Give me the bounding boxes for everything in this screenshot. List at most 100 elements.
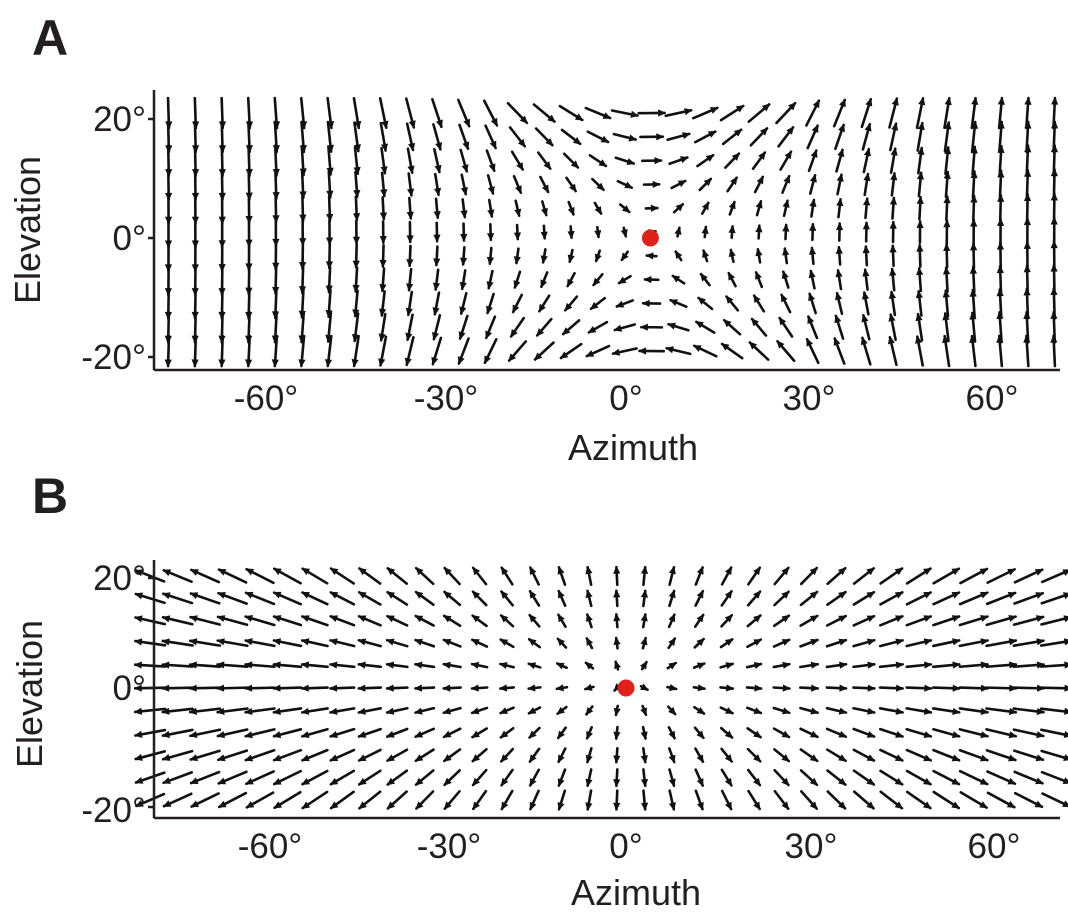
vector-arrow	[826, 590, 847, 606]
vector-arrow	[836, 173, 844, 196]
vector-arrow	[351, 312, 360, 343]
vector-arrow	[808, 269, 816, 290]
vector-arrow	[300, 707, 329, 715]
vector-arrow	[585, 589, 593, 608]
vector-arrow	[134, 592, 166, 605]
vector-arrow	[666, 132, 691, 142]
vector-arrow	[905, 769, 932, 786]
vector-arrow	[499, 614, 515, 628]
vector-arrow	[533, 341, 555, 361]
vector-arrow	[386, 614, 409, 627]
vector-arrow	[862, 147, 871, 174]
vector-arrow	[958, 769, 989, 786]
vector-arrow	[754, 271, 764, 289]
vector-arrow	[583, 683, 595, 691]
vector-arrow	[329, 707, 356, 715]
vector-arrow	[540, 271, 549, 289]
vector-arrow	[300, 727, 329, 739]
vector-arrow	[414, 727, 436, 739]
vector-arrow	[959, 791, 988, 809]
vector-arrow	[889, 122, 899, 152]
vector-arrow	[745, 661, 763, 669]
vector-arrow	[585, 768, 593, 788]
vector-arrow	[782, 247, 790, 265]
vector-arrow	[457, 337, 470, 365]
vector-arrow	[969, 242, 978, 270]
vector-arrow	[432, 291, 441, 316]
vector-arrow	[443, 566, 461, 586]
vector-arrow	[889, 147, 898, 174]
vector-arrow	[1012, 749, 1045, 762]
vector-arrow	[746, 727, 762, 739]
x-tick-label-a-30: 30°	[783, 379, 836, 418]
vector-arrow	[640, 704, 648, 717]
vector-arrow	[809, 198, 817, 218]
vector-arrow	[808, 173, 817, 195]
vector-arrow	[613, 768, 621, 788]
vector-arrow	[557, 589, 567, 608]
vector-field-a	[164, 96, 1059, 368]
vector-arrow	[932, 769, 961, 786]
vector-arrow	[970, 170, 978, 199]
vector-arrow	[301, 790, 329, 810]
vector-arrow	[997, 169, 1005, 200]
vector-arrow	[431, 336, 443, 366]
vector-arrow	[1023, 217, 1032, 247]
vector-arrow	[405, 290, 414, 317]
vector-arrow	[693, 726, 705, 740]
vector-arrow	[470, 706, 489, 715]
vector-arrow	[799, 727, 819, 739]
vector-arrow	[825, 614, 848, 627]
vector-arrow	[1012, 661, 1046, 669]
vector-arrow	[357, 591, 382, 606]
vector-arrow	[567, 225, 575, 240]
vector-arrow	[747, 789, 761, 811]
vector-arrow	[667, 613, 676, 629]
vector-arrow	[406, 147, 415, 175]
vector-arrow	[500, 768, 514, 787]
vector-arrow	[414, 566, 435, 586]
vector-arrow	[942, 289, 950, 318]
vector-arrow	[799, 566, 819, 586]
vector-arrow	[133, 661, 167, 669]
y-axis-title-a: Elevation	[7, 156, 48, 304]
vector-arrow	[471, 747, 488, 763]
vector-arrow	[216, 749, 249, 762]
vector-arrow	[326, 170, 334, 199]
vector-arrow	[300, 684, 329, 692]
vector-arrow	[668, 747, 676, 764]
vector-arrow	[905, 567, 932, 585]
vector-arrow	[726, 176, 738, 193]
vector-arrow	[325, 242, 334, 270]
vector-arrow	[746, 638, 763, 649]
vector-arrow	[835, 245, 843, 266]
vector-arrow	[720, 613, 734, 628]
vector-arrow	[666, 684, 678, 692]
vector-arrow	[584, 106, 612, 120]
y-tick-label-a-neg20: -20°	[81, 338, 146, 377]
y-tick-label-b-neg20: -20°	[81, 791, 146, 830]
vector-arrow	[190, 792, 220, 808]
vector-arrow	[616, 179, 634, 189]
vector-arrow	[557, 747, 567, 764]
vector-arrow	[889, 267, 897, 292]
vector-arrow	[508, 126, 527, 148]
vector-arrow	[719, 662, 735, 670]
vector-arrow	[905, 727, 933, 738]
vector-arrow	[996, 334, 1004, 368]
vector-arrow	[915, 289, 923, 317]
vector-arrow	[835, 222, 844, 242]
vector-arrow	[996, 310, 1004, 344]
vector-arrow	[483, 338, 498, 365]
vector-arrow	[353, 146, 361, 176]
vector-arrow	[773, 768, 790, 787]
vector-arrow	[414, 769, 435, 786]
vector-arrow	[301, 567, 329, 585]
vector-arrow	[244, 638, 276, 648]
vector-arrow	[942, 312, 950, 343]
vector-arrow	[640, 613, 648, 629]
vector-arrow	[485, 149, 496, 173]
vector-arrow	[482, 99, 499, 127]
vector-arrow	[188, 707, 222, 715]
vector-arrow	[532, 103, 556, 123]
